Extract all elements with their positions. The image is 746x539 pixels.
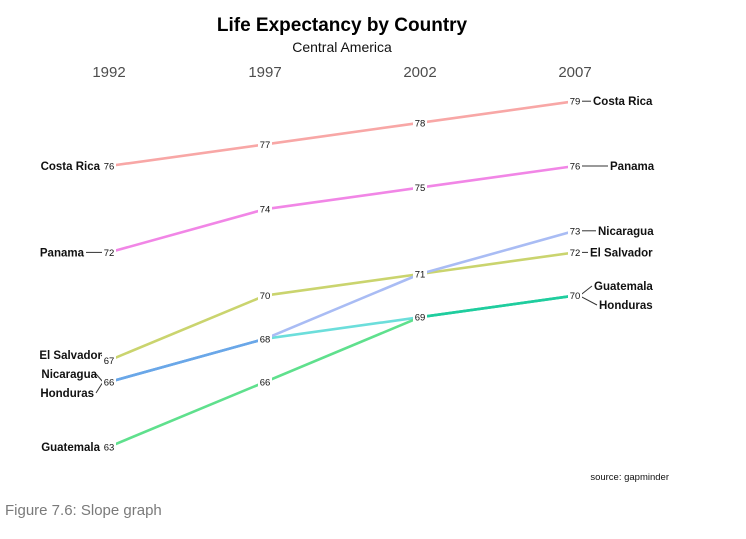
series-line-nicaragua-1 <box>263 272 422 341</box>
leader-left-honduras <box>95 381 104 394</box>
series-line-el-salvador-0 <box>107 294 267 362</box>
year-label-2002: 2002 <box>403 64 436 81</box>
value-label-2007-70: 70 <box>570 291 581 302</box>
value-label-bg <box>413 269 427 279</box>
value-label-bg <box>102 441 116 452</box>
value-label-1992-72: 72 <box>104 248 115 259</box>
value-label-1992-76: 76 <box>104 162 115 173</box>
value-label-bg <box>258 139 272 150</box>
value-label-bg <box>258 290 272 301</box>
series-label-right-costa-rica: Costa Rica <box>593 96 653 108</box>
value-label-2002-71: 71 <box>415 270 426 281</box>
value-label-1992-63: 63 <box>104 442 115 453</box>
value-label-1997-77: 77 <box>260 140 271 151</box>
year-label-1992: 1992 <box>92 64 125 81</box>
slope-chart: Life Expectancy by Country Central Ameri… <box>39 15 669 483</box>
series-line-el-salvador-2 <box>418 251 577 276</box>
value-label-bg <box>102 247 116 258</box>
year-label-1997: 1997 <box>248 64 281 81</box>
value-label-1997-74: 74 <box>260 205 271 216</box>
series-line-nicaragua-0 <box>107 337 267 384</box>
series-label-left-honduras: Honduras <box>40 388 94 400</box>
leader-right-honduras <box>580 296 598 306</box>
series-label-left-panama: Panama <box>40 247 85 259</box>
leader-right-guatemala <box>580 285 593 295</box>
value-label-bg <box>413 117 427 128</box>
value-label-2002-69: 69 <box>415 313 426 324</box>
chart-title: Life Expectancy by Country <box>217 15 468 36</box>
value-label-bg <box>413 312 427 323</box>
series-line-panama-1 <box>263 186 422 211</box>
series-line-guatemala-2 <box>418 294 577 319</box>
value-label-bg <box>413 182 427 193</box>
source-note: source: gapminder <box>590 472 669 483</box>
series-label-right-nicaragua: Nicaragua <box>598 226 654 238</box>
series-label-left-costa-rica: Costa Rica <box>41 161 101 173</box>
series-line-costa-rica-1 <box>263 121 422 146</box>
series-line-guatemala-0 <box>107 380 267 449</box>
value-label-1997-68: 68 <box>260 334 271 345</box>
value-label-bg <box>568 247 582 258</box>
value-label-bg <box>258 204 272 215</box>
value-label-bg <box>102 377 116 387</box>
series-label-left-guatemala: Guatemala <box>41 442 100 454</box>
value-label-bg <box>568 290 582 301</box>
value-label-bg <box>568 225 582 236</box>
series-line-panama-0 <box>107 207 267 254</box>
series-line-el-salvador-1 <box>263 272 422 297</box>
series-line-honduras-1 <box>263 315 422 341</box>
figure-caption: Figure 7.6: Slope graph <box>5 502 162 519</box>
series-label-right-guatemala: Guatemala <box>594 281 653 293</box>
value-label-1997-70: 70 <box>260 291 271 302</box>
value-label-2007-76: 76 <box>570 162 581 173</box>
value-label-bg <box>258 377 272 387</box>
series-label-right-el-salvador: El Salvador <box>590 247 653 259</box>
value-label-2002-75: 75 <box>415 183 426 194</box>
value-label-2002-78: 78 <box>415 118 426 129</box>
series-line-panama-2 <box>418 164 577 189</box>
series-label-right-panama: Panama <box>610 161 655 173</box>
value-label-bg <box>102 355 116 366</box>
value-label-1992-67: 67 <box>104 356 115 367</box>
chart-subtitle: Central America <box>292 39 392 55</box>
series-line-costa-rica-0 <box>107 143 267 168</box>
value-label-bg <box>568 96 582 107</box>
value-label-bg <box>102 161 116 171</box>
value-label-1992-66: 66 <box>104 378 115 389</box>
series-line-costa-rica-2 <box>418 99 577 125</box>
series-line-guatemala-1 <box>263 315 422 384</box>
value-label-2007-79: 79 <box>570 97 581 108</box>
series-line-nicaragua-2 <box>418 229 577 276</box>
series-label-right-honduras: Honduras <box>599 300 653 312</box>
series-label-left-el-salvador: El Salvador <box>39 350 102 362</box>
year-label-2007: 2007 <box>558 64 591 81</box>
value-label-2007-73: 73 <box>570 226 581 237</box>
value-label-bg <box>258 333 272 344</box>
leader-left-nicaragua <box>95 373 104 383</box>
series-label-left-nicaragua: Nicaragua <box>41 369 97 381</box>
value-label-bg <box>568 161 582 171</box>
value-label-2007-72: 72 <box>570 248 581 259</box>
value-label-1997-66: 66 <box>260 378 271 389</box>
